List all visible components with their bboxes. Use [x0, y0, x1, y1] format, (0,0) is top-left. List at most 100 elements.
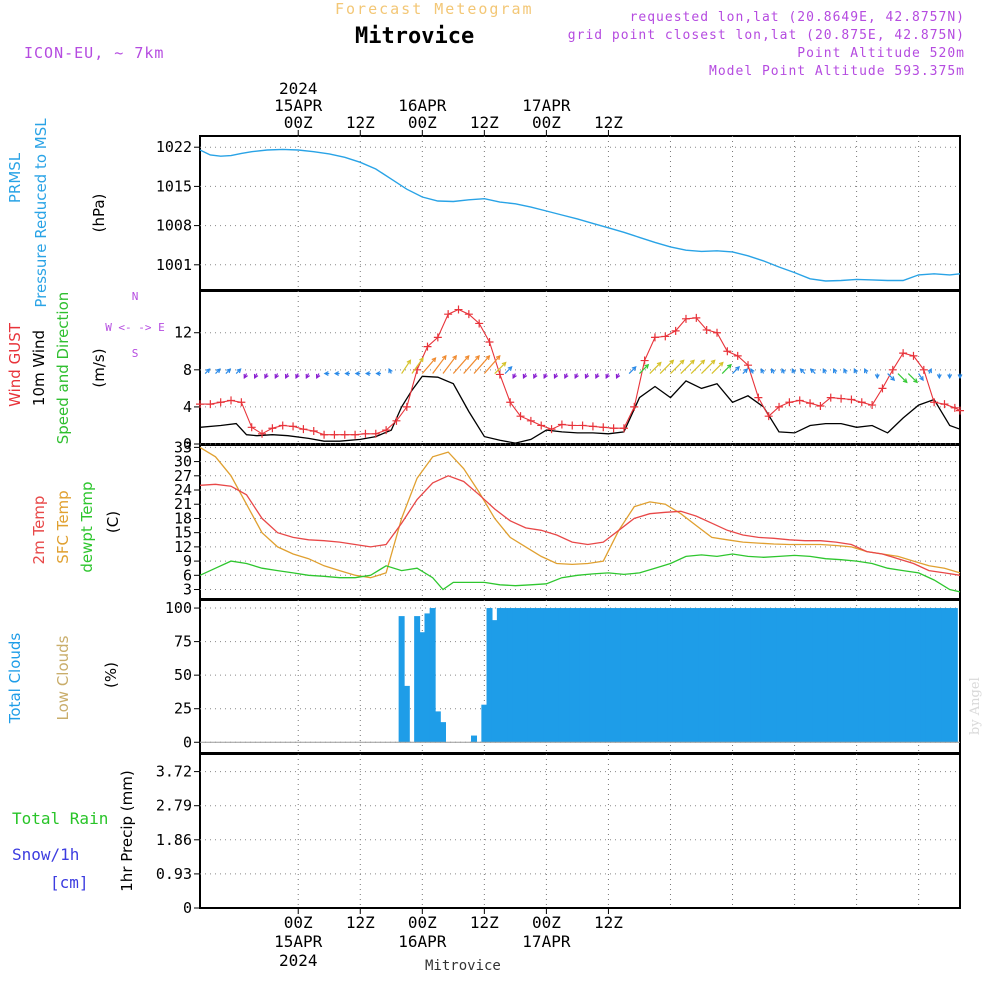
wind-arrow-head: [957, 374, 963, 380]
total-cloud-bar: [688, 608, 695, 743]
y-tick-label-temperature: 9: [183, 552, 192, 570]
top-tick-label: 00Z: [284, 113, 313, 132]
wind-arrow: [504, 366, 513, 374]
gust-marker: [268, 424, 277, 433]
total-cloud-bar: [595, 608, 602, 743]
wind-arrow: [711, 362, 724, 374]
wind-arrow-head: [936, 374, 942, 380]
gust-marker: [537, 421, 546, 430]
wind-arrow: [887, 373, 895, 381]
wind-arrow-head: [927, 368, 932, 374]
total-cloud-bar: [894, 608, 901, 743]
gust-marker: [723, 347, 732, 356]
gust-marker: [733, 351, 742, 360]
sfc-temp-line: [199, 446, 961, 579]
total-cloud-bar: [636, 608, 643, 743]
gust-marker: [206, 400, 215, 409]
gust-marker: [940, 400, 949, 409]
top-tick-label: 12Z: [470, 113, 499, 132]
gust-marker: [630, 402, 639, 411]
y-tick-label-wind: 0: [183, 435, 192, 453]
y-tick-label-temperature: 12: [174, 538, 192, 556]
wind-arrow-head: [809, 368, 815, 374]
wind-arrow-head: [760, 368, 765, 374]
total-cloud-bar: [714, 608, 721, 743]
total-cloud-bar: [807, 608, 814, 743]
wind-arrow-head: [388, 368, 393, 374]
total-cloud-bar: [507, 608, 514, 743]
wind-arrow-head: [735, 366, 741, 371]
wind-arrow-head: [822, 368, 828, 374]
total-cloud-bar: [600, 608, 607, 743]
top-tick-label: 15APR: [274, 96, 323, 115]
total-cloud-bar: [481, 704, 488, 743]
wind-arrow-head: [295, 373, 300, 380]
gust-marker: [371, 429, 380, 438]
gust-marker: [692, 313, 701, 322]
gust-marker: [547, 425, 556, 434]
bottom-tick-label: 00Z: [532, 913, 561, 932]
y-tick-label-temperature: 21: [174, 495, 192, 513]
total-cloud-bar: [517, 608, 524, 743]
total-cloud-bar: [848, 608, 855, 743]
temp-sfc-label: SFC Temp: [54, 490, 72, 563]
panel-frame-pressure: [199, 135, 961, 291]
wind-arrow-head: [853, 368, 859, 374]
wind-arrow-head: [595, 373, 600, 380]
gust-marker: [382, 426, 391, 435]
panel-frame-precip: [199, 753, 961, 909]
wind-arrow-head: [799, 368, 805, 374]
wind-arrow: [473, 355, 490, 374]
gust-marker: [258, 429, 267, 438]
y-tick-label-precip: 1.86: [156, 831, 192, 849]
compass-n: N: [132, 290, 139, 303]
pressure-label-2: Pressure Reduced to MSL: [32, 118, 50, 308]
total-cloud-bar: [776, 608, 783, 743]
footer-location: Mitrovice: [425, 958, 501, 974]
wind-arrow: [452, 355, 470, 374]
total-cloud-bar: [615, 608, 622, 743]
total-cloud-bar: [471, 735, 478, 743]
wind-arrow-head: [832, 368, 838, 374]
wind-arrow-head: [574, 373, 579, 380]
wind-arrow-head: [615, 373, 621, 380]
gust-marker: [557, 420, 566, 429]
bottom-tick-label: 12Z: [470, 913, 499, 932]
top-tick-label: 00Z: [408, 113, 437, 132]
wind-arrow-head: [333, 371, 339, 376]
total-cloud-bar: [403, 685, 410, 743]
gust-marker: [826, 393, 835, 402]
total-cloud-bar: [491, 620, 498, 743]
total-cloud-bar: [770, 608, 777, 743]
total-cloud-bar: [858, 608, 865, 743]
pressure-unit: (hPa): [90, 194, 108, 233]
total-cloud-bar: [512, 608, 519, 743]
gust-marker: [196, 400, 204, 409]
wind-arrow: [690, 359, 705, 374]
total-cloud-bar: [703, 608, 710, 743]
gust-marker: [909, 351, 918, 360]
wind-arrow-head: [781, 368, 786, 374]
top-tick-label: 2024: [279, 79, 318, 98]
total-cloud-bar: [496, 608, 503, 743]
wind-arrow-head: [274, 373, 279, 380]
wind-arrow-head: [919, 376, 924, 382]
wind-arrow-head: [406, 359, 412, 365]
wind-arrow: [907, 373, 918, 383]
temp-unit: (C): [104, 511, 122, 533]
top-tick-label: 12Z: [346, 113, 375, 132]
total-cloud-bar: [693, 608, 700, 743]
gust-marker: [878, 384, 887, 393]
total-cloud-bar: [434, 711, 441, 743]
gust-marker: [330, 430, 339, 439]
wind-arrow-head: [718, 361, 724, 367]
wind-arrow: [639, 364, 649, 374]
total-cloud-bar: [527, 608, 534, 743]
wind-arrow-head: [243, 373, 248, 380]
total-cloud-bar: [589, 608, 596, 743]
gust-marker: [744, 361, 753, 370]
total-cloud-bar: [543, 608, 550, 743]
total-cloud-bar: [900, 608, 907, 743]
location-title: Mitrovice: [355, 24, 475, 49]
bottom-tick-label: 16APR: [398, 932, 447, 951]
